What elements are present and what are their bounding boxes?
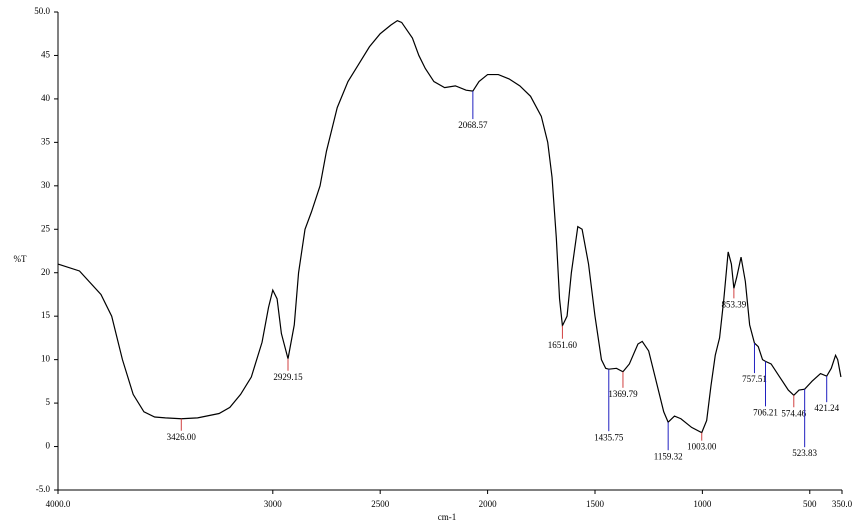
x-tick-label: 2000: [479, 499, 498, 509]
peak-label: 1435.75: [594, 432, 624, 442]
peak-label: 574.46: [781, 408, 806, 418]
peak-label: 1651.60: [548, 340, 578, 350]
peak-label: 1369.79: [608, 389, 638, 399]
peak-label: 1159.32: [654, 451, 683, 461]
y-tick-label: 40: [41, 93, 51, 103]
y-tick-label: 10: [41, 354, 51, 364]
y-tick-label: 30: [41, 180, 51, 190]
peak-label: 853.39: [721, 299, 746, 309]
peak-label: 421.24: [814, 403, 839, 413]
y-tick-label: 50.0: [34, 6, 50, 16]
peak-label: 523.83: [792, 448, 817, 458]
y-tick-label: 5: [46, 397, 51, 407]
y-axis-label: %T: [14, 254, 27, 264]
y-tick-label: 15: [41, 310, 51, 320]
x-tick-label: 1500: [586, 499, 605, 509]
peak-label: 757.51: [742, 374, 767, 384]
y-tick-label: 0: [46, 441, 51, 451]
x-tick-label: 3000: [264, 499, 283, 509]
spectrum-line: [57, 20, 842, 434]
peak-label: 706.21: [753, 407, 778, 417]
peak-label: 1003.00: [687, 442, 717, 452]
y-tick-label: 35: [41, 136, 51, 146]
peak-label: 3426.00: [167, 432, 197, 442]
x-tick-label: 2500: [371, 499, 390, 509]
peak-label: 2929.15: [273, 372, 303, 382]
y-tick-label: -5.0: [36, 484, 51, 494]
y-tick-label: 20: [41, 267, 51, 277]
peak-label: 2068.57: [458, 120, 488, 130]
x-tick-label: 500: [803, 499, 817, 509]
y-tick-label: 25: [41, 223, 51, 233]
x-tick-label: 350.0: [832, 499, 853, 509]
x-tick-label: 4000.0: [46, 499, 71, 509]
x-tick-label: 1000: [693, 499, 712, 509]
x-axis-label: cm-1: [438, 512, 457, 522]
y-tick-label: 45: [41, 50, 51, 60]
